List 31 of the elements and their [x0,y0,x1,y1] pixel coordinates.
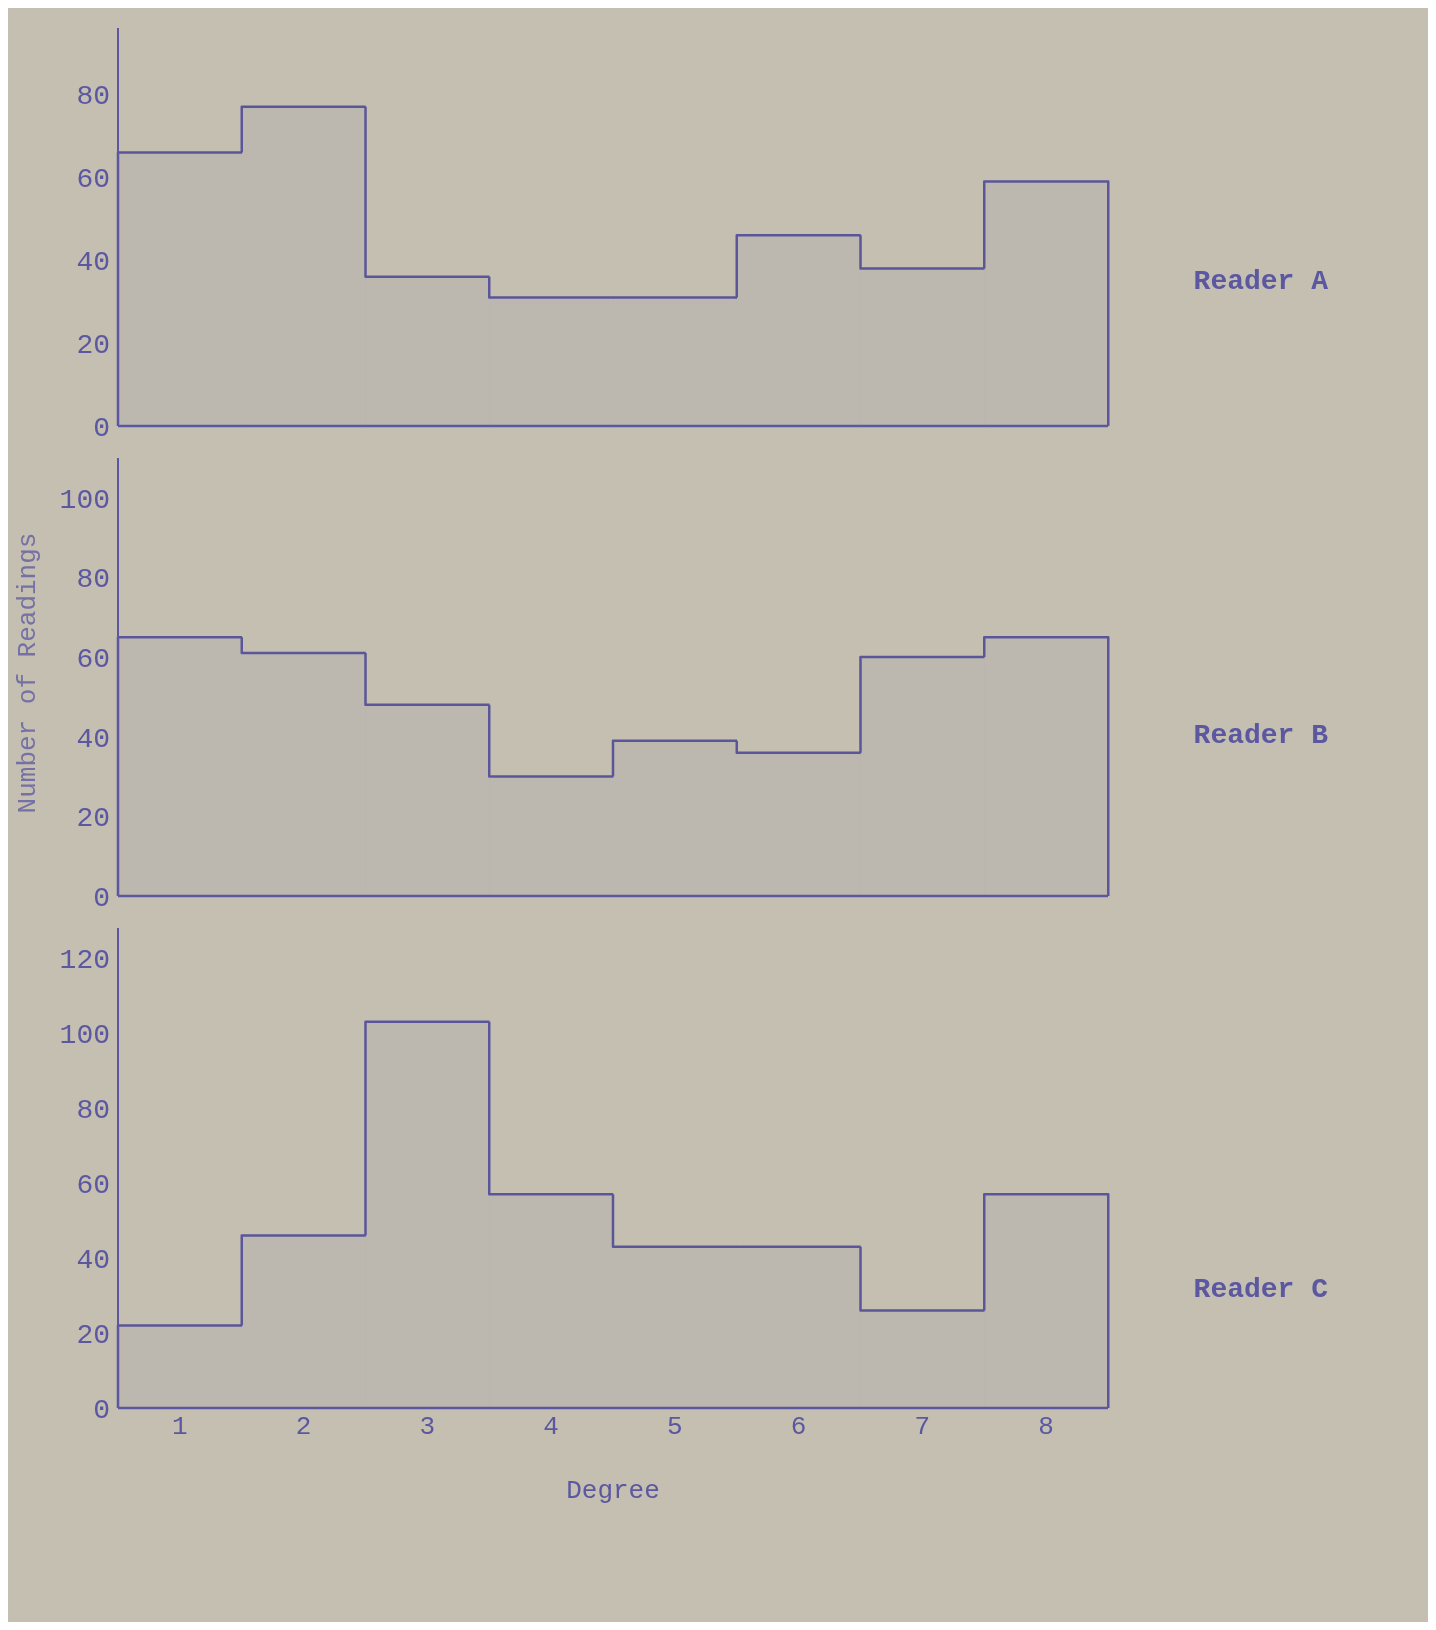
y-tick-label: 40 [76,723,110,755]
x-tick-label: 6 [790,1412,807,1443]
y-tick-label: 60 [76,164,110,196]
y-tick-label: 20 [76,330,110,362]
y-tick-label: 100 [59,1019,110,1051]
y-tick-label: 20 [76,803,110,835]
text: Reader A [1193,266,1328,297]
y-tick-label: 80 [76,564,110,596]
x-tick-label: 7 [914,1412,931,1443]
x-tick-label: 5 [667,1412,683,1443]
x-tick-label: 2 [295,1412,312,1443]
y-tick-label: 0 [93,412,110,444]
y-tick-label: 80 [76,81,110,113]
y-tick-label: 0 [93,1394,110,1426]
x-tick-label: 8 [1038,1412,1054,1443]
y-tick-label: 20 [76,1319,110,1351]
y-axis-title: Number of Readings [13,532,44,814]
y-tick-label: 40 [76,247,110,279]
y-tick-label: 120 [59,944,110,976]
y-tick-label: 60 [76,1169,110,1201]
x-tick-label: 3 [419,1412,436,1443]
y-tick-label: 40 [76,1244,110,1276]
y-tick-label: 60 [76,644,110,676]
x-axis-title: Degree [566,1476,660,1506]
x-tick-label: 1 [172,1412,188,1443]
y-tick-label: 80 [76,1094,110,1126]
y-tick-label: 0 [93,882,110,914]
y-tick-label: 100 [59,484,110,516]
text: Reader B [1193,720,1328,751]
text: Reader C [1193,1274,1328,1305]
x-tick-label: 4 [543,1412,559,1443]
